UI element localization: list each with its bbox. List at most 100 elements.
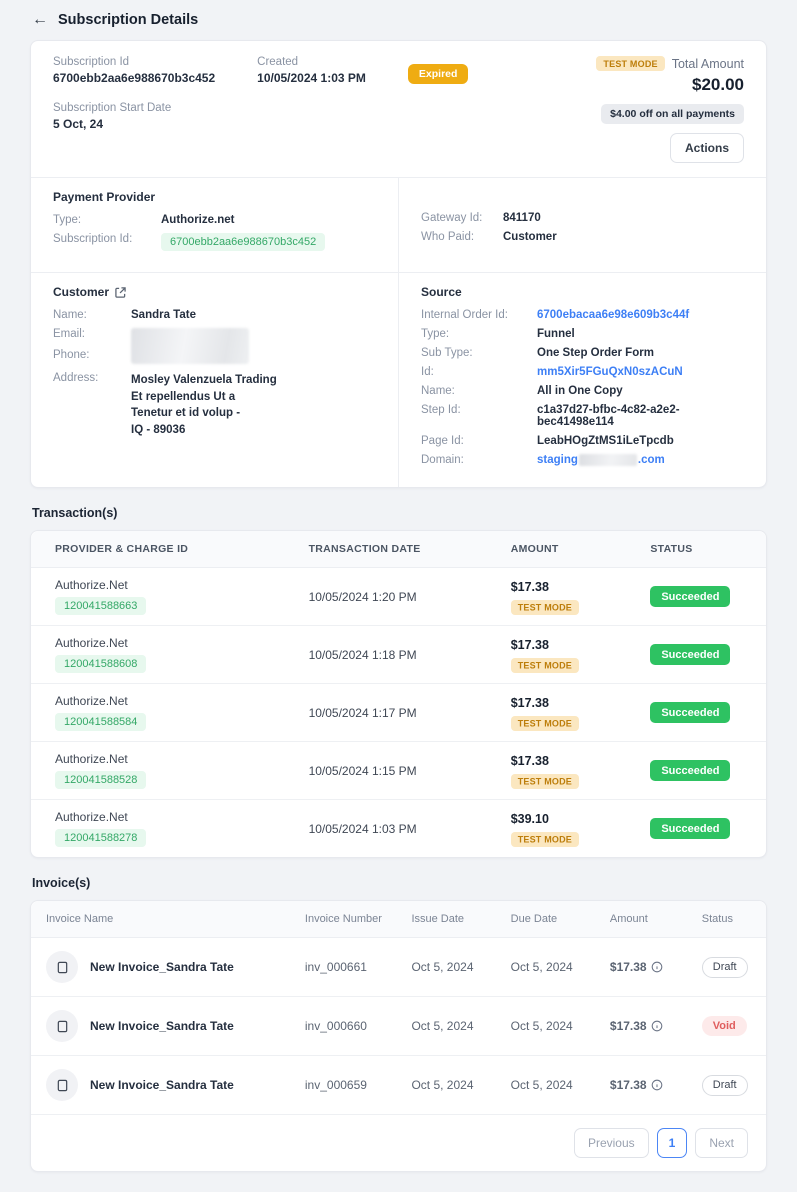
column-header-status: Status [650, 543, 693, 556]
column-header-issue-date: Issue Date [411, 913, 465, 926]
source-subtype-value: One Step Order Form [537, 347, 654, 359]
invoice-amount: $17.38 [609, 1078, 647, 1093]
who-paid-label: Who Paid: [421, 231, 475, 243]
invoice-status-badge: Draft [701, 956, 748, 978]
page-id-value: LeabHOgZtMS1iLeTpcdb [537, 435, 674, 447]
transactions-section-title: Transaction(s) [32, 506, 118, 521]
customer-email-label: Email: [53, 328, 85, 340]
external-link-icon[interactable] [115, 286, 126, 298]
invoice-status-badge: Void [701, 1016, 747, 1037]
customer-address-value: Mosley Valenzuela Trading Et repellendus… [131, 374, 277, 437]
transaction-amount: $17.38 [510, 754, 549, 769]
transaction-provider: Authorize.Net [55, 578, 128, 593]
page-header: ← Subscription Details [30, 10, 767, 40]
transaction-provider: Authorize.Net [55, 810, 128, 825]
domain-link[interactable]: staging .com [537, 454, 665, 467]
invoice-status-badge: Draft [701, 1074, 748, 1096]
subscription-id-value: 6700ebb2aa6e988670b3c452 [53, 71, 216, 85]
discount-note-pill: $4.00 off on all payments [601, 104, 744, 124]
invoices-section-title: Invoice(s) [32, 876, 91, 891]
column-header-amount: Amount [609, 913, 648, 926]
transaction-date: 10/05/2024 1:15 PM [308, 763, 417, 778]
invoice-row[interactable]: New Invoice_Sandra Tate inv_000660 Oct 5… [31, 997, 766, 1057]
invoice-row[interactable]: New Invoice_Sandra Tate inv_000659 Oct 5… [31, 1056, 766, 1116]
provider-subscription-id-pill: 6700ebb2aa6e988670b3c452 [161, 233, 326, 251]
info-icon[interactable] [651, 1079, 663, 1091]
invoice-number: inv_000659 [304, 1078, 367, 1093]
redacted-email-phone [131, 328, 249, 364]
invoices-pagination: Previous 1 Next [31, 1115, 766, 1171]
transaction-charge-id: 120041588608 [55, 655, 147, 674]
gateway-id-value: 841170 [503, 212, 541, 224]
info-icon[interactable] [651, 961, 663, 973]
test-mode-badge: TEST MODE [596, 56, 665, 71]
customer-section: Customer Name: Sandra Tate Email: [31, 273, 398, 487]
subscription-id-field: Subscription Id 6700ebb2aa6e988670b3c452 [53, 56, 215, 85]
expired-status-badge: Expired [407, 64, 469, 84]
invoice-amount: $17.38 [609, 1019, 647, 1034]
invoice-document-icon [46, 1010, 78, 1043]
invoice-number: inv_000660 [304, 1019, 367, 1034]
page-title: Subscription Details [58, 12, 199, 28]
source-id-link[interactable]: mm5Xir5FGuQxN0szACuN [537, 366, 683, 378]
total-amount-label: Total Amount [671, 56, 744, 71]
column-header-date: Transaction Date [308, 543, 421, 556]
redacted-domain [578, 454, 637, 466]
invoice-row[interactable]: New Invoice_Sandra Tate inv_000661 Oct 5… [31, 938, 766, 998]
transaction-status-badge: Succeeded [650, 702, 731, 724]
info-icon[interactable] [651, 1020, 663, 1032]
created-value: 10/05/2024 1:03 PM [257, 71, 366, 85]
invoices-table: Invoice Name Invoice Number Issue Date D… [30, 900, 767, 1173]
transaction-amount: $39.10 [510, 812, 549, 827]
transaction-status-badge: Succeeded [650, 818, 731, 840]
transaction-provider: Authorize.Net [55, 694, 128, 709]
source-id-label: Id: [421, 366, 434, 378]
start-date-label: Subscription Start Date [53, 102, 172, 114]
gateway-id-label: Gateway Id: [421, 212, 483, 224]
transaction-date: 10/05/2024 1:20 PM [308, 589, 417, 604]
actions-button[interactable]: Actions [669, 133, 744, 163]
invoice-issue-date: Oct 5, 2024 [411, 1019, 474, 1034]
transaction-date: 10/05/2024 1:03 PM [308, 821, 417, 836]
column-header-invoice-number: Invoice Number [304, 913, 382, 926]
customer-address-label: Address: [53, 372, 99, 384]
pagination-previous-button[interactable]: Previous [573, 1128, 649, 1159]
transaction-charge-id: 120041588663 [55, 597, 147, 616]
invoices-header-row: Invoice Name Invoice Number Issue Date D… [31, 901, 766, 939]
transaction-row: Authorize.Net 120041588528 10/05/2024 1:… [31, 742, 766, 801]
step-id-value: c1a37d27-bfbc-4c82-a2e2-bec41498e114 [537, 404, 680, 428]
invoice-due-date: Oct 5, 2024 [510, 960, 573, 975]
source-type-value: Funnel [537, 328, 575, 340]
transaction-row: Authorize.Net 120041588584 10/05/2024 1:… [31, 684, 766, 743]
invoice-issue-date: Oct 5, 2024 [411, 960, 474, 975]
transaction-date: 10/05/2024 1:17 PM [308, 705, 417, 720]
customer-phone-label: Phone: [53, 349, 90, 361]
transaction-provider: Authorize.Net [55, 636, 128, 651]
test-mode-badge: TEST MODE [510, 715, 579, 731]
domain-label: Domain: [421, 454, 464, 466]
invoice-issue-date: Oct 5, 2024 [411, 1078, 474, 1093]
invoice-name: New Invoice_Sandra Tate [90, 960, 234, 975]
source-subtype-label: Sub Type: [421, 347, 473, 359]
subscription-id-label: Subscription Id [53, 56, 130, 68]
payment-provider-section: Payment Provider Type: Authorize.net Sub… [31, 178, 398, 272]
divider [31, 272, 766, 273]
start-date-value: 5 Oct, 24 [53, 117, 104, 131]
transaction-date: 10/05/2024 1:18 PM [308, 647, 417, 662]
transaction-status-badge: Succeeded [650, 760, 731, 782]
test-mode-badge: TEST MODE [510, 599, 579, 615]
source-name-label: Name: [421, 385, 455, 397]
internal-order-id-link[interactable]: 6700ebacaa6e98e609b3c44f [537, 309, 690, 321]
pagination-next-button[interactable]: Next [695, 1128, 748, 1159]
test-mode-badge: TEST MODE [510, 657, 579, 673]
column-header-status: Status [701, 913, 733, 926]
back-arrow-icon[interactable]: ← [32, 11, 48, 28]
pagination-page-1-button[interactable]: 1 [656, 1128, 688, 1159]
transaction-status-badge: Succeeded [650, 586, 731, 608]
transaction-amount: $17.38 [510, 638, 549, 653]
total-amount-value: $20.00 [692, 75, 744, 94]
test-mode-badge: TEST MODE [510, 831, 579, 847]
test-mode-badge: TEST MODE [510, 773, 579, 789]
transaction-charge-id: 120041588278 [55, 829, 147, 848]
